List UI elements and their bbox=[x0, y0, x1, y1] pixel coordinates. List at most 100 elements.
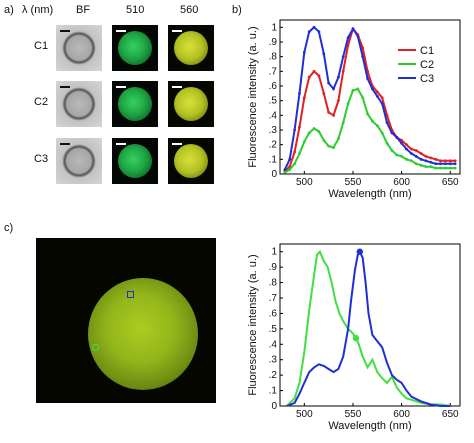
data-point bbox=[448, 162, 452, 166]
data-point bbox=[453, 162, 457, 166]
data-point bbox=[409, 147, 413, 151]
data-point bbox=[312, 25, 316, 29]
data-point bbox=[351, 89, 355, 92]
data-point bbox=[302, 96, 306, 100]
data-point bbox=[390, 131, 394, 135]
data-point bbox=[346, 102, 350, 105]
fluor-510-image-c1 bbox=[112, 25, 158, 71]
column-header-560: 560 bbox=[180, 4, 199, 16]
series-line-0 bbox=[286, 249, 451, 407]
data-point bbox=[322, 52, 326, 56]
data-point bbox=[312, 127, 316, 130]
data-point bbox=[380, 96, 384, 100]
data-point bbox=[429, 165, 433, 169]
y-tick-label: .1 bbox=[269, 154, 278, 165]
fluor-510-image-c2 bbox=[112, 81, 158, 127]
data-point bbox=[405, 143, 408, 147]
data-point bbox=[317, 74, 321, 78]
row-label-c1: C1 bbox=[34, 40, 49, 52]
data-point bbox=[332, 146, 335, 150]
x-tick-label: 550 bbox=[345, 177, 362, 188]
plot-frame bbox=[279, 19, 461, 175]
data-point bbox=[453, 159, 457, 163]
data-point bbox=[390, 149, 394, 152]
panel-a-letter: a) bbox=[4, 4, 14, 16]
data-point bbox=[385, 121, 389, 125]
bf-image-c3 bbox=[56, 138, 102, 184]
data-point bbox=[385, 141, 389, 145]
data-point bbox=[434, 157, 438, 161]
y-tick-label: .7 bbox=[269, 66, 278, 77]
x-axis-label: Wavelength (nm) bbox=[328, 420, 411, 432]
data-point bbox=[361, 55, 365, 59]
data-point bbox=[424, 155, 428, 158]
data-point bbox=[307, 30, 311, 34]
y-tick-label: 0 bbox=[271, 401, 277, 412]
fluor-560-image-c1 bbox=[168, 25, 214, 71]
data-point bbox=[288, 157, 292, 161]
plot-frame bbox=[279, 243, 461, 407]
data-point bbox=[375, 124, 379, 127]
peak-marker bbox=[352, 334, 360, 342]
data-point bbox=[375, 90, 379, 94]
y-tick-label: .7 bbox=[269, 293, 278, 304]
x-tick-label: 600 bbox=[393, 409, 410, 420]
y-tick-label: .3 bbox=[269, 125, 278, 136]
data-point bbox=[288, 168, 292, 172]
data-point bbox=[293, 162, 296, 166]
data-point bbox=[361, 96, 365, 100]
data-point bbox=[448, 166, 452, 170]
data-point bbox=[414, 149, 418, 152]
y-tick-label: 1 bbox=[271, 247, 277, 258]
data-point bbox=[327, 144, 331, 148]
data-point bbox=[371, 87, 374, 91]
y-tick-label: .5 bbox=[269, 324, 278, 335]
column-header-510: 510 bbox=[126, 4, 145, 16]
series-line-1 bbox=[286, 249, 451, 407]
data-point bbox=[341, 121, 345, 125]
data-point bbox=[351, 27, 355, 31]
data-point bbox=[293, 150, 296, 154]
data-point bbox=[332, 87, 335, 91]
data-point bbox=[405, 157, 408, 161]
x-tick-label: 500 bbox=[296, 177, 313, 188]
legend-label: C1 bbox=[420, 45, 434, 57]
fluor-560-image-c3 bbox=[168, 138, 214, 184]
data-point bbox=[444, 162, 447, 166]
data-point bbox=[302, 50, 306, 54]
data-point bbox=[405, 147, 408, 151]
column-header-bf: BF bbox=[76, 4, 91, 16]
x-tick-label: 500 bbox=[296, 409, 313, 420]
data-point bbox=[307, 131, 311, 135]
data-point bbox=[361, 46, 365, 50]
data-point bbox=[346, 36, 350, 39]
data-point bbox=[336, 137, 340, 141]
y-tick-label: .2 bbox=[269, 370, 278, 381]
x-tick-label: 650 bbox=[442, 409, 459, 420]
data-point bbox=[429, 160, 433, 164]
data-point bbox=[453, 166, 457, 170]
data-point bbox=[380, 131, 384, 135]
y-axis-label: Fluorescence intensity (a. u.) bbox=[247, 254, 259, 395]
y-tick-label: .6 bbox=[269, 308, 278, 319]
bf-image-c1 bbox=[56, 25, 102, 71]
series-line-C2 bbox=[284, 87, 456, 174]
fluor-510-image-c3 bbox=[112, 138, 158, 184]
data-point bbox=[429, 156, 433, 160]
x-tick-label: 600 bbox=[393, 177, 410, 188]
data-point bbox=[439, 162, 442, 166]
data-point bbox=[371, 119, 374, 123]
data-point bbox=[322, 91, 326, 95]
y-tick-label: .5 bbox=[269, 96, 278, 107]
legend-label: C3 bbox=[420, 73, 434, 85]
data-point bbox=[409, 159, 413, 163]
y-axis-label: Fluorescence intensity (a. u.) bbox=[247, 26, 259, 167]
data-point bbox=[302, 140, 306, 144]
data-point bbox=[307, 75, 311, 79]
y-tick-label: .9 bbox=[269, 37, 278, 48]
y-tick-label: .9 bbox=[269, 262, 278, 273]
data-point bbox=[332, 113, 335, 117]
bf-image-c2 bbox=[56, 81, 102, 127]
row-label-c3: C3 bbox=[34, 153, 49, 165]
data-point bbox=[317, 130, 321, 133]
